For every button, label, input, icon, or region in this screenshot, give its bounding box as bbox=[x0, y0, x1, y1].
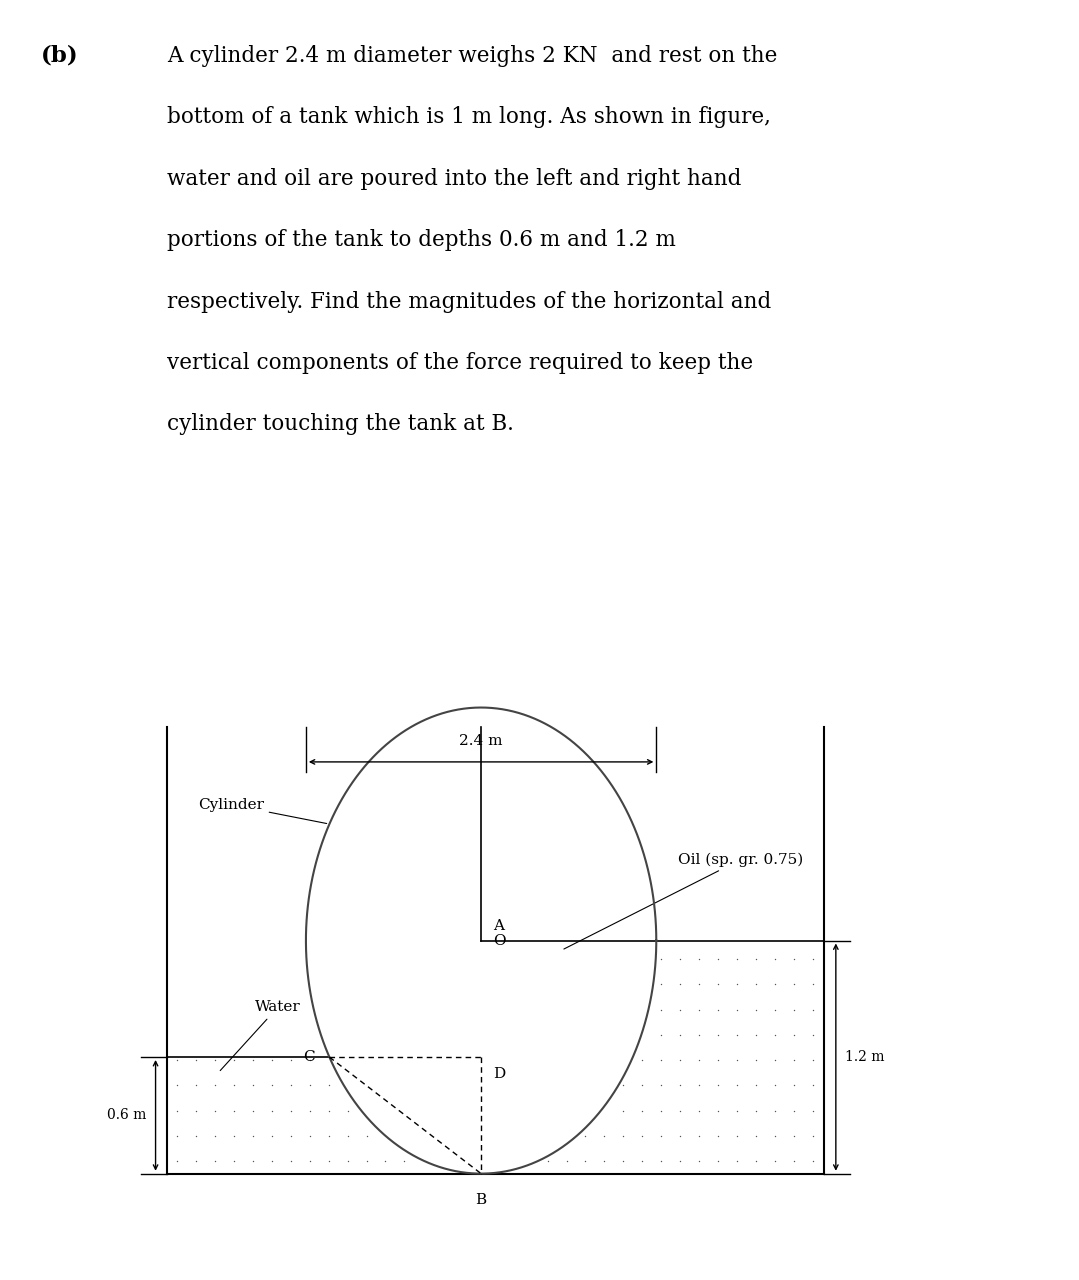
Text: B: B bbox=[476, 1193, 487, 1207]
Text: A: A bbox=[493, 919, 504, 933]
Text: Oil (sp. gr. 0.75): Oil (sp. gr. 0.75) bbox=[564, 852, 804, 948]
Text: vertical components of the force required to keep the: vertical components of the force require… bbox=[167, 352, 753, 374]
Text: Water: Water bbox=[220, 1001, 301, 1070]
Text: A cylinder 2.4 m diameter weighs 2 KN  and rest on the: A cylinder 2.4 m diameter weighs 2 KN an… bbox=[167, 45, 778, 67]
Text: 2.4 m: 2.4 m bbox=[460, 735, 503, 749]
Text: D: D bbox=[493, 1066, 505, 1080]
Text: respectively. Find the magnitudes of the horizontal and: respectively. Find the magnitudes of the… bbox=[167, 291, 771, 312]
Text: cylinder touching the tank at B.: cylinder touching the tank at B. bbox=[167, 413, 514, 435]
Text: O: O bbox=[493, 933, 505, 947]
Text: bottom of a tank which is 1 m long. As shown in figure,: bottom of a tank which is 1 m long. As s… bbox=[167, 106, 771, 128]
Text: C: C bbox=[303, 1050, 315, 1064]
Text: Cylinder: Cylinder bbox=[197, 797, 327, 823]
Text: (b): (b) bbox=[41, 45, 79, 67]
Text: water and oil are poured into the left and right hand: water and oil are poured into the left a… bbox=[167, 168, 741, 189]
Text: 0.6 m: 0.6 m bbox=[108, 1108, 147, 1123]
Text: 1.2 m: 1.2 m bbox=[845, 1050, 884, 1064]
Text: portions of the tank to depths 0.6 m and 1.2 m: portions of the tank to depths 0.6 m and… bbox=[167, 229, 677, 251]
